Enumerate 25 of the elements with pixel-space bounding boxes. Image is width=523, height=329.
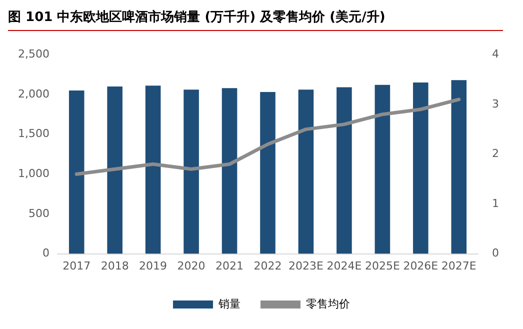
- legend-label: 零售均价: [306, 297, 350, 310]
- x-tick-label: 2020: [177, 259, 206, 272]
- y2-tick-label: 2: [492, 147, 499, 160]
- chart-title: 图 101 中东欧地区啤酒市场销量 (万千升) 及零售均价 (美元/升): [8, 8, 503, 31]
- x-tick-label: 2027E: [441, 259, 476, 272]
- x-tick-label: 2023E: [288, 259, 324, 272]
- x-tick-label: 2021: [216, 259, 244, 272]
- x-tick-label: 2024E: [326, 259, 362, 272]
- x-tick-label: 2019: [139, 259, 168, 272]
- y-tick-label: 2,500: [18, 47, 50, 60]
- legend-label: 销量: [218, 297, 240, 310]
- y2-tick-label: 3: [492, 97, 499, 110]
- x-tick-label: 2017: [62, 259, 91, 272]
- y-tick-label: 500: [28, 206, 50, 220]
- y-tick-label: 0: [42, 246, 50, 260]
- x-tick-label: 2022: [254, 259, 282, 272]
- y2-tick-label: 4: [492, 47, 499, 60]
- y-tick-label: 1,000: [18, 166, 50, 180]
- x-tick-label: 2025E: [364, 259, 400, 272]
- x-tick-label: 2018: [100, 259, 129, 272]
- y-tick-label: 2,000: [18, 87, 50, 100]
- y2-tick-label: 0: [492, 246, 499, 260]
- x-tick-label: 2026E: [403, 259, 438, 272]
- y-tick-label: 1,500: [18, 127, 50, 140]
- y2-tick-label: 1: [492, 196, 499, 210]
